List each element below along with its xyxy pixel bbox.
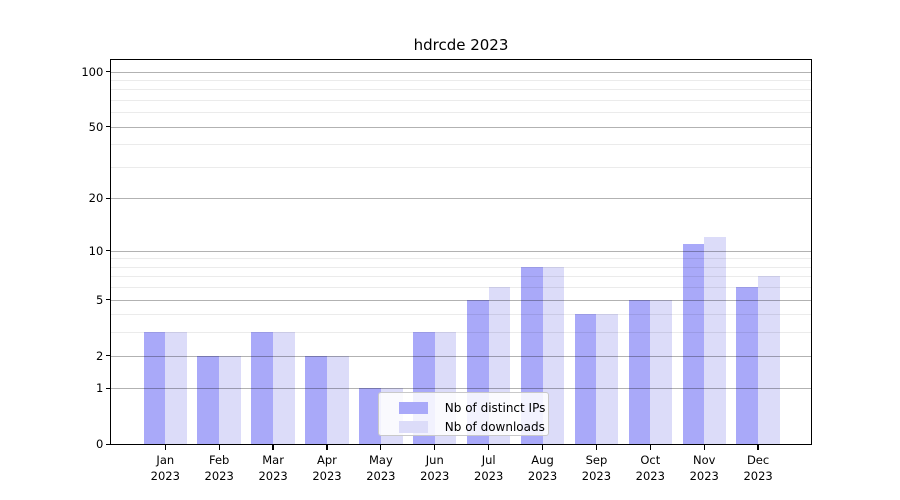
y-tick-mark-100 xyxy=(105,71,111,73)
bar-nb-of-downloads-nov-2023 xyxy=(704,237,726,445)
y-tick-mark-2 xyxy=(105,354,111,357)
y-tick-mark-50 xyxy=(105,126,111,128)
x-tick-label-jun-2023: Jun 2023 xyxy=(420,453,450,483)
x-tick-mark-jun-2023 xyxy=(434,445,436,450)
x-tick-mark-may-2023 xyxy=(380,445,382,450)
bar-nb-of-distinct-ips-jan-2023 xyxy=(143,332,166,445)
y-tick-mark-1 xyxy=(105,387,111,389)
x-tick-label-dec-2023: Dec 2023 xyxy=(743,453,773,483)
bar-nb-of-downloads-apr-2023 xyxy=(326,355,349,445)
axis-layer: 0 1 2 5 10 20 50 100 Jan 2023 Feb 2023 Mar 2023 Apr 202… xyxy=(81,60,811,483)
plot-area: 0 1 2 5 10 20 50 100 Jan 2023 Feb 2023 Mar 2023 Apr 202… xyxy=(81,58,813,483)
x-tick-label-apr-2023: Apr 2023 xyxy=(312,453,342,483)
y-tick-mark-5 xyxy=(105,299,111,301)
y-tick-label-20: 20 xyxy=(88,191,104,206)
bar-nb-of-distinct-ips-oct-2023 xyxy=(628,299,651,445)
x-tick-label-nov-2023: Nov 2023 xyxy=(689,453,719,483)
bar-nb-of-distinct-ips-may-2023 xyxy=(359,388,381,445)
y-tick-label-10: 10 xyxy=(88,243,104,258)
bar-nb-of-downloads-oct-2023 xyxy=(650,299,672,445)
x-tick-mark-sep-2023 xyxy=(595,445,597,450)
legend-item-downloads: Nb of downloads xyxy=(379,417,548,437)
x-tick-label-jul-2023: Jul 2023 xyxy=(474,453,504,483)
y-tick-label-50: 50 xyxy=(88,119,104,134)
x-tick-mark-oct-2023 xyxy=(649,445,651,450)
bar-nb-of-downloads-feb-2023 xyxy=(219,355,241,445)
y-tick-label-2: 2 xyxy=(95,348,104,363)
x-tick-label-may-2023: May 2023 xyxy=(366,453,396,483)
x-tick-label-mar-2023: Mar 2023 xyxy=(258,453,288,483)
x-tick-label-feb-2023: Feb 2023 xyxy=(204,453,234,483)
legend-swatch-downloads xyxy=(398,421,428,434)
x-tick-mark-jul-2023 xyxy=(488,445,490,450)
y-tick-label-1: 1 xyxy=(95,381,104,396)
bar-nb-of-distinct-ips-sep-2023 xyxy=(574,314,597,445)
y-tick-label-0: 0 xyxy=(95,437,104,452)
legend-label-downloads: Nb of downloads xyxy=(444,420,545,435)
chart-title: hdrcde 2023 xyxy=(413,36,509,54)
x-tick-mark-mar-2023 xyxy=(272,445,274,450)
x-tick-label-aug-2023: Aug 2023 xyxy=(527,453,558,483)
legend: Nb of distinct IPs Nb of downloads xyxy=(377,391,549,437)
x-tick-mark-nov-2023 xyxy=(703,445,705,450)
legend-item-distinct-ips: Nb of distinct IPs xyxy=(379,398,548,418)
x-tick-mark-aug-2023 xyxy=(541,445,544,450)
legend-swatch-distinct-ips xyxy=(398,401,428,414)
y-tick-mark-20 xyxy=(105,197,111,200)
x-tick-mark-apr-2023 xyxy=(326,445,328,450)
legend-label-distinct-ips: Nb of distinct IPs xyxy=(444,400,546,415)
bar-nb-of-distinct-ips-apr-2023 xyxy=(305,355,327,445)
y-tick-mark-10 xyxy=(105,250,111,252)
y-tick-label-5: 5 xyxy=(95,292,104,307)
bar-nb-of-distinct-ips-feb-2023 xyxy=(197,355,220,445)
bar-nb-of-distinct-ips-mar-2023 xyxy=(251,332,274,445)
x-tick-label-oct-2023: Oct 2023 xyxy=(635,453,665,483)
bar-nb-of-downloads-jan-2023 xyxy=(165,332,187,445)
bar-nb-of-distinct-ips-nov-2023 xyxy=(682,243,705,445)
y-tick-label-100: 100 xyxy=(81,64,104,79)
bar-nb-of-downloads-sep-2023 xyxy=(596,314,619,445)
y-tick-mark-0 xyxy=(105,443,111,445)
bar-nb-of-downloads-dec-2023 xyxy=(758,276,780,445)
bar-nb-of-distinct-ips-dec-2023 xyxy=(736,287,759,445)
x-tick-label-jan-2023: Jan 2023 xyxy=(150,453,180,483)
x-tick-mark-jan-2023 xyxy=(164,445,166,450)
x-tick-label-sep-2023: Sep 2023 xyxy=(581,453,612,483)
x-tick-mark-feb-2023 xyxy=(218,445,220,450)
bar-nb-of-downloads-mar-2023 xyxy=(273,332,295,445)
x-tick-mark-dec-2023 xyxy=(757,445,759,450)
